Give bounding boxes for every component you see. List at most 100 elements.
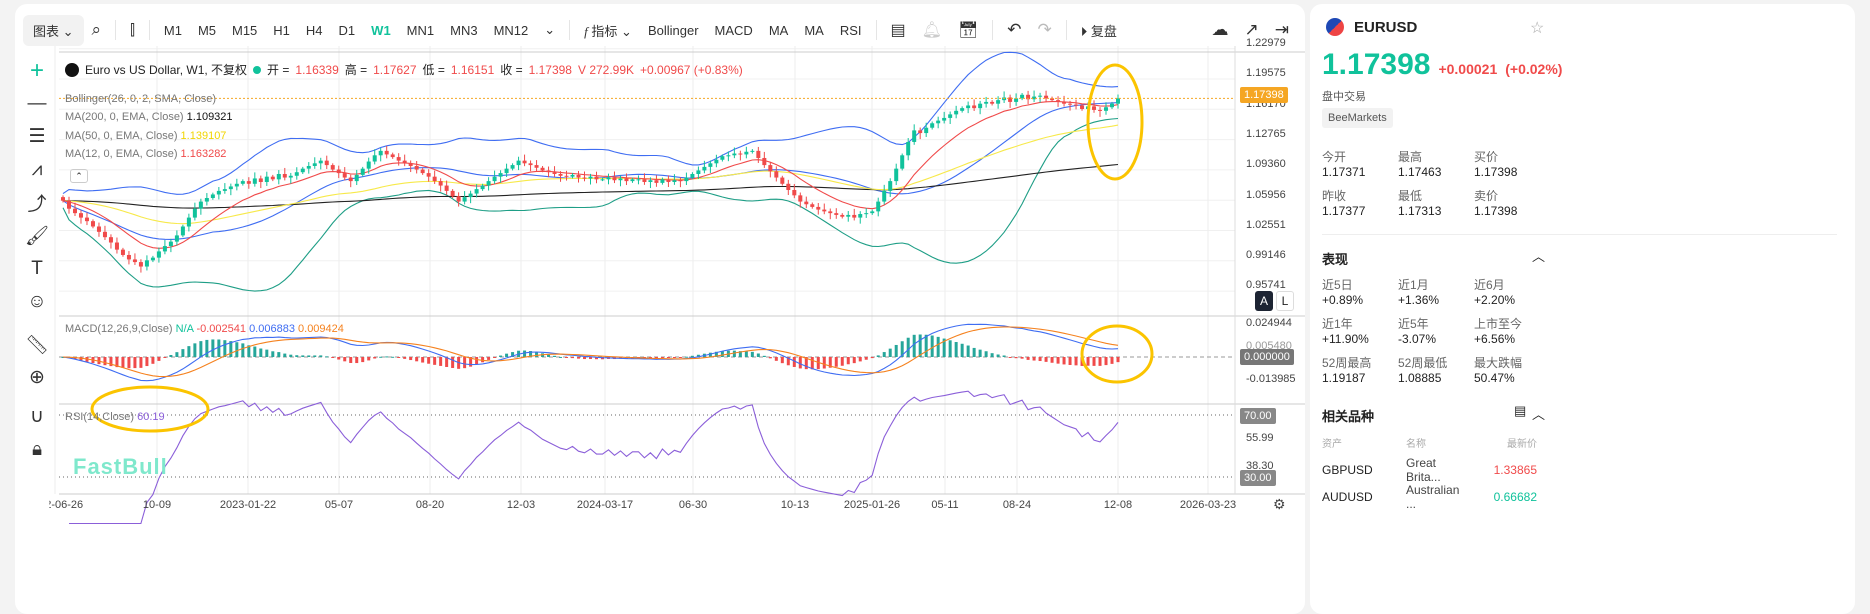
lock-drawing-icon[interactable]: 🔒︎	[31, 438, 43, 460]
candle-type-icon[interactable]: ⫿	[130, 21, 135, 39]
ruler-icon[interactable]: 📏︎	[24, 334, 50, 356]
bollinger-legend[interactable]: Bollinger(26, 0, 2, SMA, Close)	[65, 93, 216, 105]
quote-label: 买价	[1474, 150, 1499, 164]
calendar-icon[interactable]: 📅︎	[957, 22, 979, 39]
candle	[240, 181, 245, 184]
macd-histogram-bar	[157, 357, 161, 361]
crosshair-icon[interactable]: +	[29, 56, 44, 84]
chart-settings-icon[interactable]: ⚙	[1273, 496, 1286, 512]
undo-icon[interactable]: ↶	[1007, 20, 1022, 39]
candle	[330, 165, 335, 170]
candle	[942, 117, 947, 121]
timeframe-mn1[interactable]: MN1	[406, 22, 435, 38]
alert-bell-icon[interactable]: 🔔︎	[921, 22, 942, 39]
candle	[396, 157, 401, 161]
ma200-legend[interactable]: MA(200, 0, EMA, Close) 1.109321	[65, 111, 233, 123]
ma50-value: 1.139107	[180, 130, 227, 142]
share-icon[interactable]: ↗	[1244, 20, 1259, 39]
timeframe-mn12[interactable]: MN12	[493, 22, 529, 38]
time-axis-label: 2023-01-22	[219, 499, 277, 511]
candle	[210, 194, 215, 199]
trend-line-icon[interactable]: —	[27, 92, 47, 114]
annotation-ellipse[interactable]	[1086, 63, 1144, 181]
indicators-button[interactable]: f 指标 ⌄	[584, 23, 632, 39]
collapse-performance-icon[interactable]: ︿	[1532, 249, 1546, 264]
collapse-related-icon[interactable]: ︿	[1532, 407, 1546, 422]
log-scale-button[interactable]: L	[1276, 291, 1294, 311]
macd-histogram-bar	[798, 357, 802, 369]
search-icon[interactable]: ⌕	[91, 20, 102, 39]
timeframe-w1[interactable]: W1	[371, 22, 391, 38]
macd-histogram-bar	[912, 334, 916, 357]
emoji-icon[interactable]: ☺	[27, 290, 47, 312]
indicator-macd[interactable]: MACD	[714, 22, 753, 38]
text-icon[interactable]: T	[31, 257, 43, 279]
fib-icon[interactable]: ⤴	[27, 194, 47, 215]
indicator-ma[interactable]: MA	[768, 22, 789, 38]
candle	[504, 168, 509, 174]
timeframe-m5[interactable]: M5	[197, 22, 216, 38]
macd-histogram-bar	[259, 348, 263, 357]
symbol-title: EURUSD	[1326, 18, 1417, 36]
indicator-rsi[interactable]: RSI	[839, 22, 862, 38]
cloud-sync-icon[interactable]: ☁	[1211, 20, 1229, 39]
price-chart[interactable]	[15, 4, 1305, 614]
quote-label: 最高	[1398, 150, 1423, 164]
chart-toolbar: 图表 ⌄ ⌕ ⫿ M1 M5 M15 H1 H4 D1 W1 MN1 MN3 MN12 ⌄ f 指…	[23, 12, 1297, 48]
current-price: 1.17398	[1322, 48, 1431, 81]
macd-histogram-bar	[499, 355, 503, 357]
broker-badge[interactable]: BeeMarkets	[1322, 108, 1393, 128]
quote-item: 昨收 1.17377	[1322, 187, 1398, 218]
more-timeframes-chevron-icon[interactable]: ⌄	[544, 22, 556, 37]
candle	[630, 179, 635, 182]
timeframe-h1[interactable]: H1	[273, 22, 290, 38]
quote-grid: 今开 1.17371 最高 1.17463 买价 1.17398 昨收 1.17377 最低 1.…	[1322, 148, 1542, 218]
rsi-legend[interactable]: RSI(14,Close) 60.19	[65, 411, 165, 423]
favorite-star-icon[interactable]: ☆	[1530, 20, 1545, 37]
macd-histogram-bar	[283, 353, 287, 357]
indicator-ma[interactable]: MA	[804, 22, 824, 38]
candle	[1080, 105, 1085, 110]
list-icon[interactable]: ▤	[1514, 403, 1527, 418]
candle	[756, 150, 761, 158]
pattern-icon[interactable]: ⩘	[31, 158, 43, 180]
collapse-legend-icon[interactable]: ⌃	[70, 169, 88, 183]
indicator-bollinger[interactable]: Bollinger	[647, 22, 699, 38]
layout-icon[interactable]: ▤	[890, 22, 906, 39]
related-row[interactable]: GBPUSD Great Brita... 1.33865	[1322, 456, 1537, 484]
macd-histogram-bar	[229, 341, 233, 357]
magnet-icon[interactable]: ∪	[30, 406, 44, 427]
timeframe-d1[interactable]: D1	[338, 22, 356, 38]
annotation-ellipse[interactable]	[1080, 324, 1154, 384]
related-row[interactable]: AUDUSD Australian ... 0.66682	[1322, 483, 1537, 511]
collapse-panel-icon[interactable]: ⇥	[1274, 20, 1289, 39]
timeframe-mn3[interactable]: MN3	[450, 22, 478, 38]
timeframe-h4[interactable]: H4	[305, 22, 323, 38]
price-axis-label: 1.09360	[1246, 158, 1286, 171]
performance-value: 1.08885	[1398, 371, 1442, 385]
candle	[426, 173, 431, 177]
macd-histogram-bar	[774, 357, 778, 361]
auto-scale-button[interactable]: A	[1255, 291, 1273, 311]
candle	[1014, 98, 1019, 102]
brush-icon[interactable]: 🖌︎	[24, 225, 50, 247]
replay-button[interactable]: ⏵ 复盘	[1080, 23, 1117, 39]
annotation-ellipse[interactable]	[90, 385, 210, 433]
timeframe-m1[interactable]: M1	[163, 22, 182, 38]
volume-value: V 272.99K	[577, 62, 635, 77]
ma50-legend[interactable]: MA(50, 0, EMA, Close) 1.139107	[65, 130, 226, 142]
redo-icon[interactable]: ↷	[1037, 20, 1052, 39]
timeframe-m15[interactable]: M15	[232, 22, 258, 38]
candle	[378, 150, 383, 156]
horizontal-lines-icon[interactable]: ☰	[28, 126, 46, 147]
performance-item: 最大跌幅 50.47%	[1474, 354, 1550, 385]
performance-value: +1.36%	[1398, 293, 1440, 307]
ma12-legend[interactable]: MA(12, 0, EMA, Close) 1.163282	[65, 148, 226, 160]
macd-histogram-bar	[289, 354, 293, 357]
macd-legend[interactable]: MACD(12,26,9,Close) N/A -0.002541 0.0068…	[65, 323, 344, 335]
candle	[228, 186, 233, 190]
zoom-in-icon[interactable]: ⊕	[29, 367, 45, 388]
macd-histogram-bar	[247, 345, 251, 357]
chart-menu-dropdown[interactable]: 图表 ⌄	[23, 14, 84, 46]
candle	[300, 168, 305, 173]
